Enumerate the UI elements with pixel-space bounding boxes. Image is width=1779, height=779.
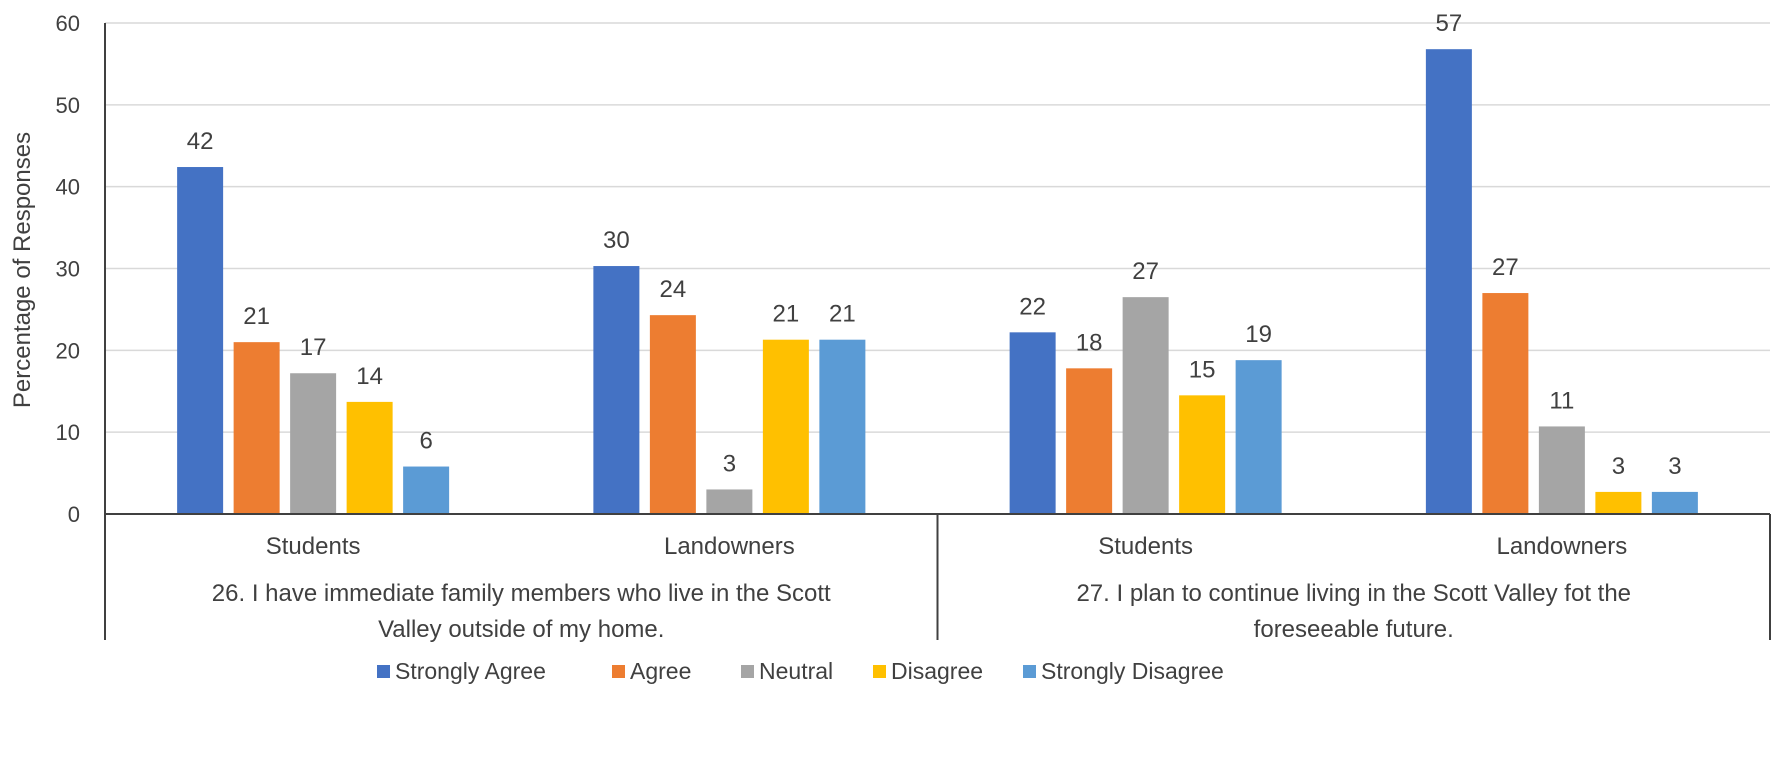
bar [347,402,393,514]
bar [290,373,336,514]
bar [706,489,752,514]
bar [593,266,639,514]
data-label: 57 [1436,10,1463,37]
bar [403,467,449,514]
x-category-label: Students [1098,533,1193,560]
data-label: 18 [1076,329,1103,356]
legend-label: Disagree [891,658,983,684]
legend-swatch [741,665,754,678]
data-label: 3 [1668,453,1681,480]
data-label: 15 [1189,356,1216,383]
bar [1236,360,1282,514]
y-tick-label: 40 [56,175,80,200]
category-labels: Students Landowners Students Landowners [266,533,1628,560]
data-label: 22 [1019,293,1046,320]
data-label: 19 [1245,321,1272,348]
data-label: 30 [603,227,630,254]
y-tick-label: 30 [56,257,80,282]
legend-label: Strongly Agree [395,658,546,684]
legend-label: Neutral [759,658,833,684]
bar [1123,297,1169,514]
group-label: 27. I plan to continue living in the Sco… [1076,580,1631,643]
bar [1652,492,1698,514]
y-tick-label: 0 [68,502,80,527]
bar [177,167,223,514]
data-label: 27 [1492,254,1519,281]
y-axis-ticks: 0 10 20 30 40 50 60 [56,11,80,527]
bar [650,315,696,514]
x-category-label: Landowners [664,533,795,560]
bars [177,49,1698,514]
legend-swatch [873,665,886,678]
y-tick-label: 10 [56,420,80,445]
group-labels: 26. I have immediate family members who … [212,580,1631,643]
x-category-label: Students [266,533,361,560]
data-label: 21 [829,301,856,328]
data-label: 17 [300,334,327,361]
data-label: 42 [187,128,214,155]
data-label: 24 [660,276,687,303]
legend-label: Agree [630,658,691,684]
bar [1426,49,1472,514]
data-label: 14 [356,363,383,390]
data-label: 6 [419,428,432,455]
data-label: 3 [1612,453,1625,480]
y-tick-label: 20 [56,338,80,363]
data-label: 3 [723,450,736,477]
group-label: 26. I have immediate family members who … [212,580,831,643]
data-label: 21 [243,303,270,330]
legend-swatch [377,665,390,678]
legend-label: Strongly Disagree [1041,658,1224,684]
x-category-label: Landowners [1496,533,1627,560]
data-label: 27 [1132,258,1159,285]
bar [234,342,280,514]
legend-swatch [1023,665,1036,678]
legend: Strongly Agree Agree Neutral Disagree Strong… [377,658,1224,684]
bar [819,340,865,514]
legend-swatch [612,665,625,678]
bar [1010,332,1056,514]
y-tick-label: 50 [56,93,80,118]
y-tick-label: 60 [56,11,80,36]
data-label: 21 [773,301,800,328]
y-axis-label: Percentage of Responses [9,132,36,408]
bar [1539,426,1585,514]
bar [1179,395,1225,514]
bar [1595,492,1641,514]
bar [1066,368,1112,514]
bar [763,340,809,514]
bar [1482,293,1528,514]
data-label: 11 [1549,387,1574,414]
